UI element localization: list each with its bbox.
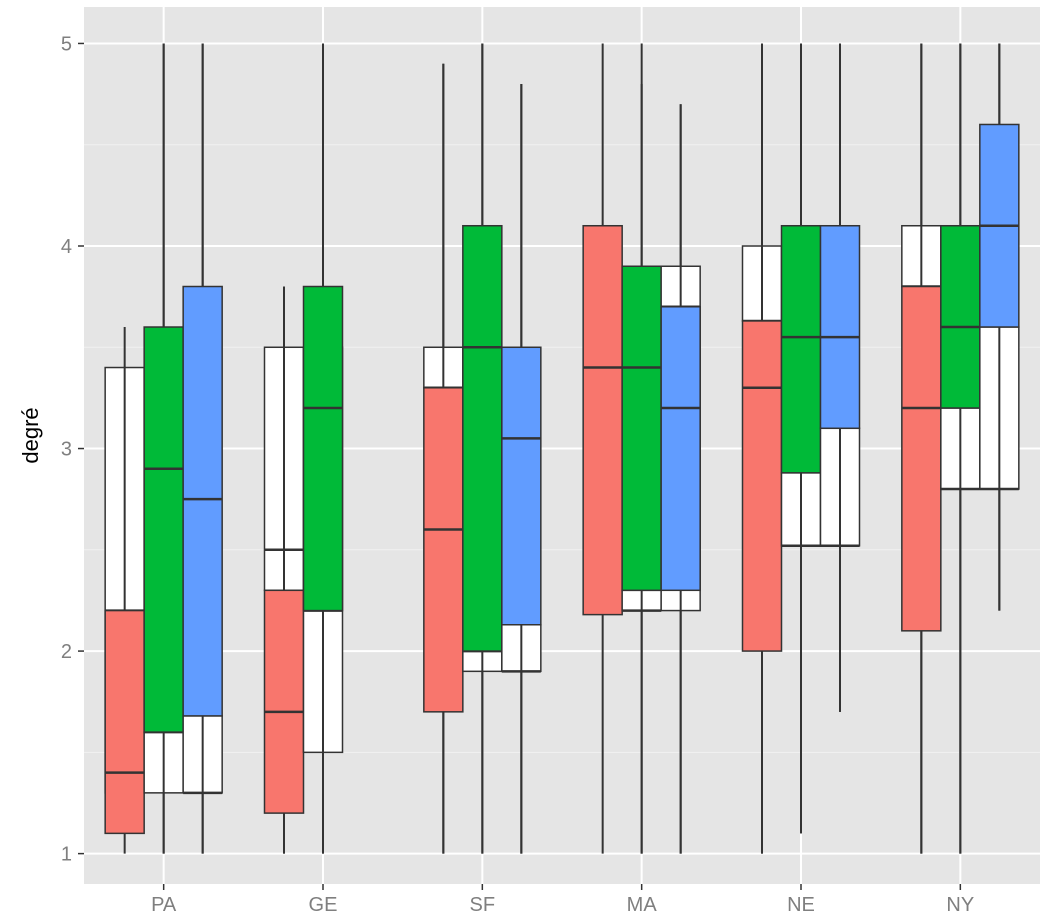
y-tick-label: 4 [61, 236, 72, 258]
y-tick-label: 5 [61, 33, 72, 55]
box-ge-green [302, 43, 344, 854]
y-tick-label: 3 [61, 439, 72, 461]
box-ge-red [263, 286, 305, 854]
box-pa-blue [182, 43, 223, 854]
box-body [104, 609, 145, 835]
box-body [660, 306, 701, 592]
box-body [901, 285, 942, 632]
box-body [741, 320, 783, 652]
x-axis: PA GE SF MA NE NY [151, 884, 974, 916]
box-sf-blue [501, 83, 542, 854]
x-tick-label: SF [470, 894, 496, 916]
box-body [263, 589, 305, 814]
y-tick-label: 1 [61, 844, 72, 866]
box-body [143, 326, 184, 733]
box-body [302, 285, 344, 612]
x-tick-label: GE [309, 894, 338, 916]
box-body [819, 224, 861, 430]
box-ny-red [901, 43, 942, 854]
box-ny-blue [979, 43, 1020, 611]
x-tick-label: NE [787, 894, 815, 916]
y-axis: 1 2 3 4 5 [61, 33, 84, 866]
y-axis-title: degré [18, 407, 43, 463]
box-body [423, 387, 464, 713]
box-ny-green [940, 43, 981, 854]
box-body [182, 285, 223, 717]
box-pa-green [143, 43, 184, 854]
box-ne-green [780, 43, 822, 834]
box-body [780, 224, 822, 474]
box-ma-blue [660, 104, 701, 854]
x-tick-label: PA [151, 894, 177, 916]
box-body [621, 265, 662, 592]
box-body [462, 224, 503, 652]
box-body [940, 224, 981, 409]
box-sf-green [462, 43, 503, 854]
box-body [501, 346, 542, 626]
box-ma-green [621, 43, 662, 854]
plot-panel [84, 7, 1040, 884]
box-series [104, 43, 1020, 854]
box-ma-red [582, 43, 623, 854]
box-body [582, 224, 623, 616]
box-sf-red [423, 63, 464, 854]
x-tick-label: MA [627, 894, 658, 916]
box-ne-red [741, 43, 783, 854]
x-tick-label: NY [946, 894, 974, 916]
y-tick-label: 2 [61, 641, 72, 663]
box-ne-blue [819, 43, 861, 712]
